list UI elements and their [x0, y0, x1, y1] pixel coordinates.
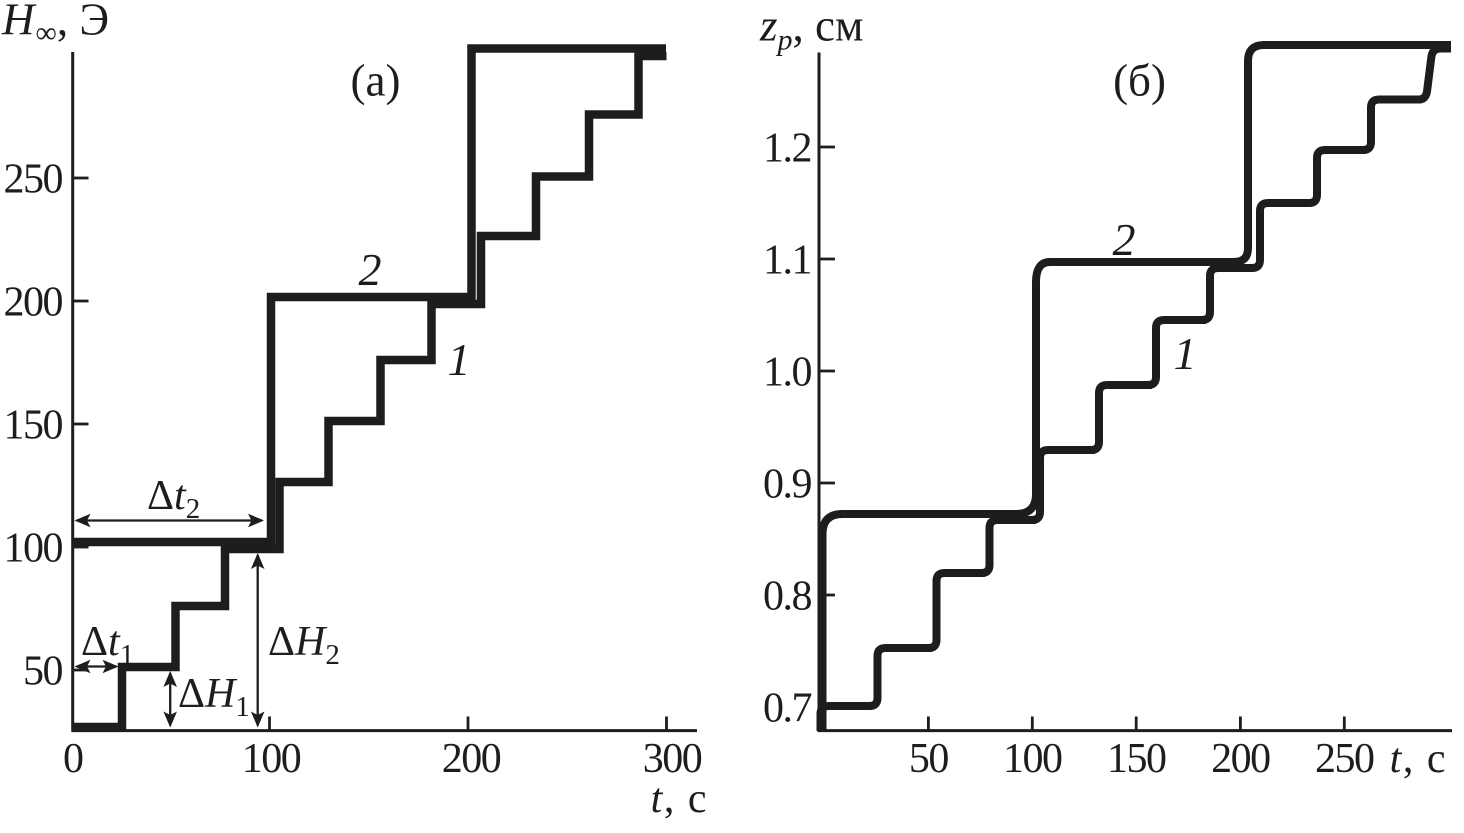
- svg-text:t, с: t, с: [651, 776, 708, 822]
- svg-text:1.0: 1.0: [763, 349, 812, 395]
- svg-text:200: 200: [4, 279, 63, 325]
- svg-text:zp, см: zp, см: [759, 1, 863, 57]
- svg-text:t, с: t, с: [1390, 736, 1447, 782]
- svg-text:200: 200: [1211, 736, 1270, 782]
- svg-text:1.1: 1.1: [763, 237, 811, 283]
- svg-text:(а): (а): [351, 56, 401, 106]
- svg-text:0.9: 0.9: [763, 461, 812, 507]
- svg-text:300: 300: [643, 736, 702, 782]
- svg-text:2: 2: [359, 244, 382, 295]
- svg-text:1: 1: [448, 334, 471, 385]
- svg-text:250: 250: [1315, 736, 1374, 782]
- svg-text:100: 100: [242, 736, 301, 782]
- svg-text:150: 150: [4, 402, 63, 448]
- svg-text:50: 50: [23, 648, 63, 694]
- svg-text:(б): (б): [1113, 56, 1166, 106]
- svg-text:2: 2: [1113, 214, 1136, 265]
- svg-text:H∞, Э: H∞, Э: [1, 0, 109, 50]
- svg-text:1: 1: [1174, 328, 1197, 379]
- svg-text:150: 150: [1107, 736, 1166, 782]
- svg-text:0.7: 0.7: [763, 685, 812, 731]
- svg-text:100: 100: [4, 525, 63, 571]
- svg-text:250: 250: [4, 156, 63, 202]
- svg-text:1.2: 1.2: [763, 125, 811, 171]
- svg-text:0.8: 0.8: [763, 573, 812, 619]
- svg-text:0: 0: [63, 736, 83, 782]
- svg-text:200: 200: [442, 736, 501, 782]
- svg-text:100: 100: [1003, 736, 1062, 782]
- svg-text:50: 50: [909, 736, 949, 782]
